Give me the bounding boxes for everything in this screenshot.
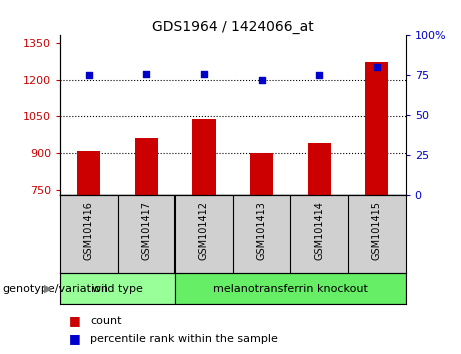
Point: [85, 73, 92, 78]
Text: GSM101415: GSM101415: [372, 201, 382, 260]
Bar: [60, 273, 175, 304]
Point: [258, 77, 266, 83]
Bar: [365, 62, 388, 195]
Text: ▶: ▶: [44, 284, 53, 293]
Bar: [193, 119, 216, 195]
Text: ■: ■: [69, 314, 81, 327]
Point: [200, 71, 207, 76]
Point: [373, 64, 381, 70]
Bar: [250, 153, 273, 195]
Bar: [77, 150, 100, 195]
Text: genotype/variation: genotype/variation: [2, 284, 108, 293]
Bar: [175, 273, 406, 304]
Bar: [135, 138, 158, 195]
Point: [142, 72, 150, 77]
Text: GSM101417: GSM101417: [142, 201, 151, 260]
Text: GSM101414: GSM101414: [314, 201, 324, 260]
Text: GSM101416: GSM101416: [84, 201, 94, 260]
Text: GSM101413: GSM101413: [257, 201, 266, 260]
Text: percentile rank within the sample: percentile rank within the sample: [90, 334, 278, 344]
Text: count: count: [90, 315, 121, 326]
Text: ■: ■: [69, 332, 81, 346]
Text: GSM101412: GSM101412: [199, 201, 209, 260]
Point: [315, 73, 323, 78]
Text: wild type: wild type: [92, 284, 143, 293]
Text: melanotransferrin knockout: melanotransferrin knockout: [213, 284, 368, 293]
Bar: [308, 143, 331, 195]
Title: GDS1964 / 1424066_at: GDS1964 / 1424066_at: [152, 21, 313, 34]
